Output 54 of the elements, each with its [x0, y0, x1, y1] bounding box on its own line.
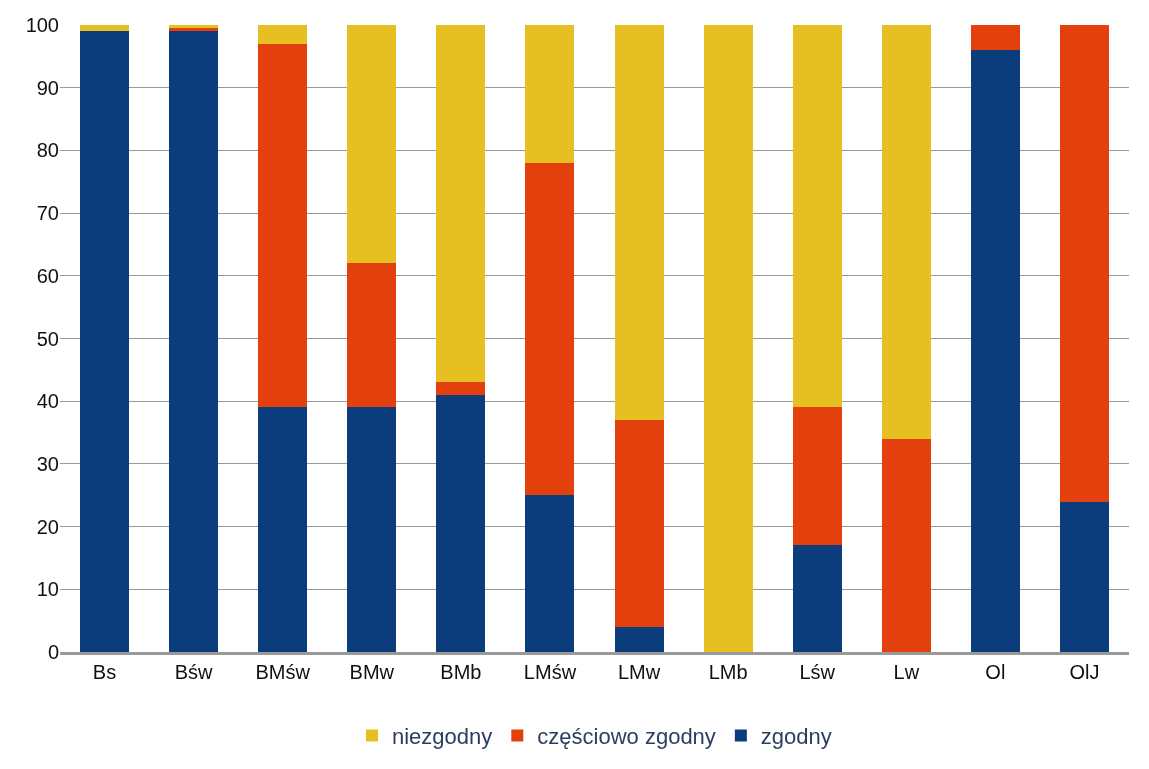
- x-tick-label: Lw: [893, 661, 920, 683]
- x-tick-label: BMśw: [255, 661, 311, 683]
- bar: [258, 407, 308, 652]
- bar: [614, 420, 664, 627]
- bar: [258, 25, 308, 44]
- legend-label: częściowo zgodny: [537, 724, 716, 750]
- x-tick-label: OlJ: [1069, 661, 1100, 683]
- bar: [1059, 25, 1109, 502]
- bar: [525, 162, 575, 496]
- y-tick-label: 40: [36, 390, 59, 413]
- x-tick-label: BMw: [349, 661, 395, 683]
- bar: [436, 394, 486, 652]
- bar: [703, 25, 753, 652]
- bar: [881, 25, 931, 439]
- x-tick-label: LMb: [708, 661, 748, 683]
- bar: [436, 382, 486, 395]
- y-tick-label: 60: [36, 264, 59, 287]
- x-tick-label: Lśw: [799, 661, 836, 683]
- bar: [169, 31, 219, 652]
- bar: [792, 407, 842, 546]
- y-tick-label: 20: [36, 515, 59, 538]
- legend-label: niezgodny: [392, 724, 493, 750]
- y-tick-label: 10: [36, 578, 59, 601]
- bar: [525, 25, 575, 163]
- bar: [258, 43, 308, 408]
- y-tick-label: 0: [47, 641, 59, 663]
- bar: [970, 25, 1020, 51]
- y-tick-label: 50: [36, 327, 59, 350]
- x-tick-label: Bśw: [174, 661, 214, 683]
- x-tick-label: Ol: [985, 661, 1006, 683]
- bar: [614, 25, 664, 421]
- x-tick-label: LMw: [617, 661, 661, 683]
- bar: [347, 25, 397, 264]
- bar: [347, 263, 397, 408]
- bar: [792, 545, 842, 652]
- y-tick-label: 70: [36, 202, 59, 225]
- bar: [347, 407, 397, 652]
- x-tick-label: Bs: [92, 661, 117, 683]
- bar: [614, 626, 664, 652]
- y-tick-label: 100: [25, 14, 59, 36]
- bar: [792, 25, 842, 408]
- x-tick-label: BMb: [440, 661, 482, 683]
- legend-label: zgodny: [760, 724, 832, 750]
- bar: [80, 25, 130, 32]
- bar: [1059, 501, 1109, 652]
- bar: [525, 495, 575, 652]
- bar: [881, 438, 931, 652]
- bar: [970, 50, 1020, 652]
- y-tick-label: 80: [36, 139, 59, 162]
- bar: [80, 31, 130, 652]
- bar: [436, 25, 486, 383]
- y-tick-label: 30: [36, 452, 59, 475]
- x-tick-label: LMśw: [523, 661, 577, 683]
- y-tick-label: 90: [36, 76, 59, 99]
